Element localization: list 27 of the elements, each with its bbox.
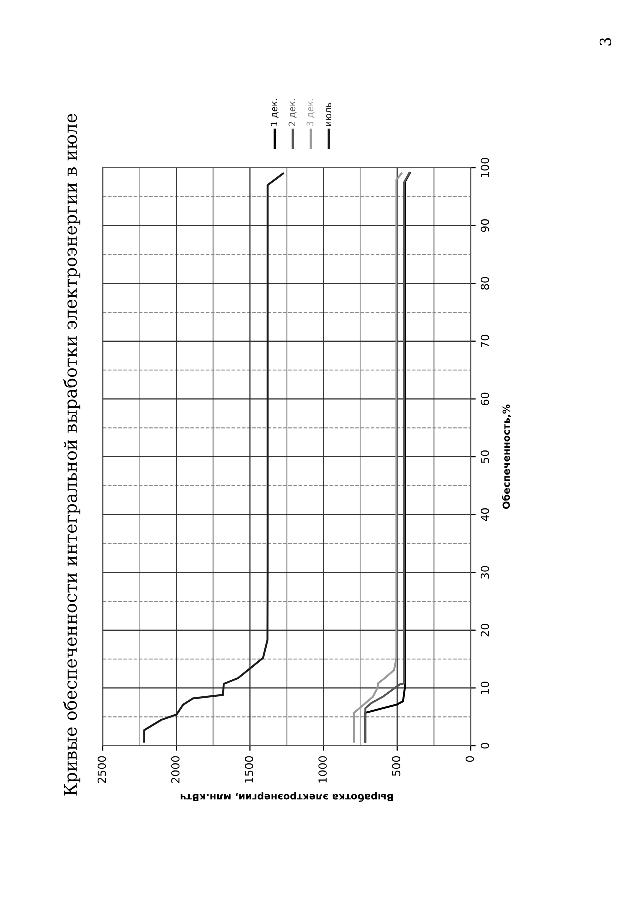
line-series [144,172,284,743]
text: 3 дек. [306,99,315,126]
y-tick-label: 40 [480,508,490,522]
text: Кривые обеспеченности интегральной выработки электроэнергии в июле [63,114,81,796]
y-tick-label: 30 [480,566,490,579]
y-tick-label: 10 [480,682,490,694]
line-series [353,172,403,743]
x-tick-label: 1500 [245,756,254,783]
y-tick-label: 20 [480,624,490,637]
text: 2 дек. [288,99,297,126]
y-tick-label: 90 [480,219,490,232]
x-tick-label: 1000 [318,756,328,783]
x-axis-title: Выработка электроэнергии, млн.кВтч [180,792,394,802]
y-tick-label: 70 [480,335,490,348]
x-tick-label: 0 [466,756,474,762]
y-axis-title: Обеспеченность,% [502,404,512,510]
x-tick-label: 2000 [171,756,180,784]
y-tick-label: 80 [480,277,490,290]
y-tick-label: 60 [480,392,490,406]
x-tick-label: 2500 [98,756,106,784]
text: июль [326,102,332,126]
y-tick-label: 50 [480,450,490,464]
x-tick-label: 500 [392,756,401,776]
text: 1 дек. [270,99,279,126]
y-tick-label: 0 [480,743,490,749]
y-tick-label: 100 [480,158,490,178]
text: 3 [600,38,612,46]
